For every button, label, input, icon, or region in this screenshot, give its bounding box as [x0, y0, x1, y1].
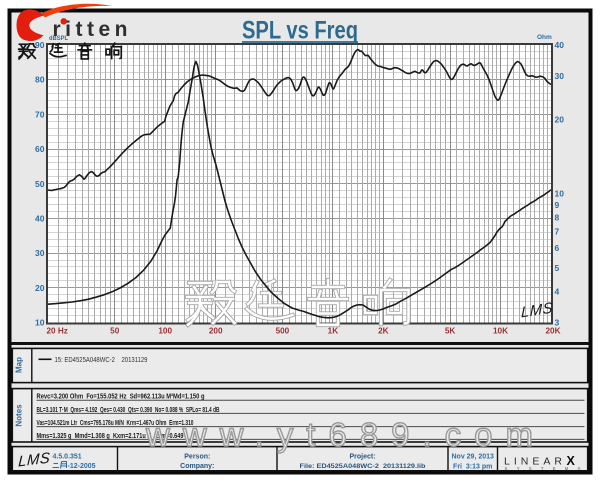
svg-text:50: 50: [35, 179, 45, 189]
svg-text:9: 9: [555, 200, 560, 210]
svg-text:20: 20: [555, 114, 565, 124]
svg-text:20: 20: [35, 283, 45, 293]
svg-text:File: ED4525A048WC-2 20131129: File: ED4525A048WC-2 20131129.lib: [300, 463, 426, 470]
svg-text:10: 10: [35, 318, 45, 328]
svg-text:SPL vs Freq: SPL vs Freq: [242, 17, 358, 45]
svg-text:20K: 20K: [545, 327, 560, 336]
svg-text:10: 10: [555, 189, 565, 199]
svg-text:5: 5: [555, 263, 560, 273]
svg-text:X: X: [567, 454, 576, 468]
svg-text:80: 80: [35, 75, 45, 85]
svg-text:6: 6: [555, 243, 560, 253]
svg-text:30: 30: [555, 71, 565, 81]
svg-text:10K: 10K: [493, 327, 508, 336]
svg-text:8: 8: [555, 212, 560, 222]
svg-text:SYSTEMS: SYSTEMS: [505, 466, 581, 471]
svg-text:www.yt689.com: www.yt689.com: [145, 416, 533, 453]
svg-text:7: 7: [555, 227, 560, 237]
svg-text:2K: 2K: [378, 327, 389, 336]
svg-text:Project:: Project:: [349, 454, 375, 461]
svg-text:Fri 3:13 pm: Fri 3:13 pm: [453, 464, 492, 471]
svg-text:60: 60: [35, 144, 45, 154]
svg-text:Mms=1.325 g Mmd=1.308 g Kxm=: Mms=1.325 g Mmd=1.308 g Kxm=2.171u H Exm…: [37, 433, 184, 440]
svg-text:BL=3.101 T·M Qms= 4.192 Qes=: BL=3.101 T·M Qms= 4.192 Qes= 0.430 Qts= …: [37, 407, 220, 414]
svg-text:Person:: Person:: [184, 454, 210, 461]
svg-text:1K: 1K: [328, 327, 339, 336]
svg-text:Nov 29, 2013: Nov 29, 2013: [451, 454, 494, 461]
svg-text:Revc=3.200 Ohm Fo=155.052 Hz: Revc=3.200 Ohm Fo=155.052 Hz Sd=962.113u…: [37, 394, 205, 401]
svg-text:15: ED4525A048WC-2 20131129: 15: ED4525A048WC-2 20131129: [55, 357, 148, 364]
svg-text:LINEAR: LINEAR: [504, 456, 566, 468]
svg-text:20 Hz: 20 Hz: [47, 327, 68, 336]
svg-text:3: 3: [555, 318, 560, 328]
svg-text:90: 90: [35, 40, 45, 50]
svg-text:200: 200: [209, 327, 223, 336]
svg-text:Ohm: Ohm: [537, 34, 552, 41]
svg-text:Vas=104.521m Ltr Cms=795.178u: Vas=104.521m Ltr Cms=795.178u M/N Krm=1.…: [37, 420, 194, 427]
svg-text:50: 50: [110, 327, 120, 336]
svg-text:Notes: Notes: [15, 404, 24, 427]
svg-text:4: 4: [555, 287, 560, 297]
svg-text:30: 30: [35, 248, 45, 258]
svg-text:5K: 5K: [445, 327, 456, 336]
svg-text:LMS: LMS: [521, 299, 553, 321]
svg-text:100: 100: [158, 327, 172, 336]
svg-text:LMS: LMS: [18, 449, 51, 470]
svg-text:-12-2005: -12-2005: [68, 463, 96, 470]
svg-text:40: 40: [35, 213, 45, 223]
svg-text:Company:: Company:: [180, 463, 214, 470]
svg-text:40: 40: [555, 40, 565, 50]
svg-text:4.5.0.351: 4.5.0.351: [53, 454, 82, 461]
svg-text:70: 70: [35, 109, 45, 119]
svg-text:500: 500: [276, 327, 290, 336]
svg-text:dBSPL: dBSPL: [49, 35, 68, 42]
svg-text:Map: Map: [15, 357, 24, 373]
